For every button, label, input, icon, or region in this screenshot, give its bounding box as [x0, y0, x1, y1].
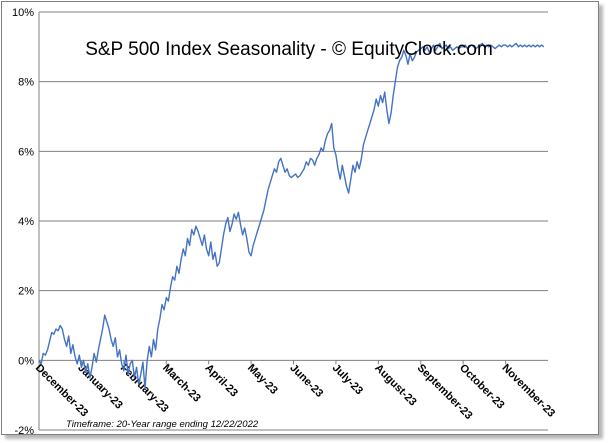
x-tick-label: March-23	[160, 362, 203, 405]
y-tick-label: 0%	[18, 355, 34, 367]
x-tick-label: November-23	[499, 362, 557, 420]
chart-svg: 10% 8% 6% 4% 2% 0% -2% December-23January-23Fe…	[12, 7, 557, 434]
y-tick-label: 2%	[18, 286, 34, 298]
y-tick-label: 10%	[12, 7, 34, 19]
y-tick-label: -2%	[14, 425, 34, 434]
x-tick-label: April-23	[203, 362, 240, 399]
x-tick-label: August-23	[372, 362, 419, 409]
y-axis-ticks: 10% 8% 6% 4% 2% 0% -2%	[12, 7, 34, 434]
y-tick-label: 4%	[18, 216, 34, 228]
chart-title: S&P 500 Index Seasonality - © EquityCloc…	[85, 39, 493, 60]
x-tick-label: July-23	[330, 362, 365, 397]
chart-frame: 10% 8% 6% 4% 2% 0% -2% December-23 January-23 Fe…	[1, 1, 599, 435]
x-axis-ticks: December-23January-23February-23March-23…	[33, 360, 557, 422]
y-tick-label: 8%	[18, 77, 34, 89]
chart-footnote: Timeframe: 20-Year range ending 12/22/20…	[66, 419, 259, 430]
y-tick-label: 6%	[18, 146, 34, 158]
series-line	[38, 42, 545, 389]
series-group	[38, 42, 545, 389]
x-tick-label: May-23	[245, 362, 280, 397]
x-tick-label: June-23	[287, 362, 325, 400]
